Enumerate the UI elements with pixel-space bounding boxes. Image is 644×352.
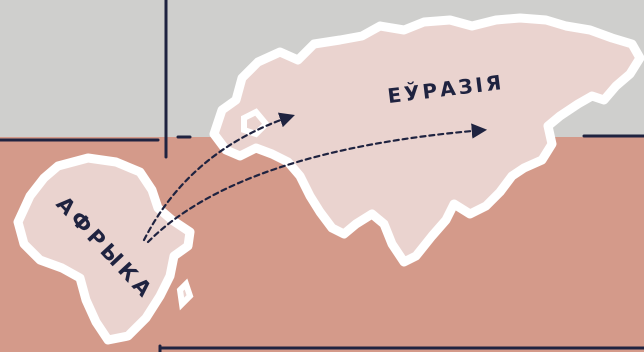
- migration-arrows: [142, 112, 488, 244]
- africa-landmass: [13, 153, 195, 345]
- arrow-to-west-eurasia: [142, 112, 295, 242]
- arrow-to-east-eurasia: [146, 123, 488, 244]
